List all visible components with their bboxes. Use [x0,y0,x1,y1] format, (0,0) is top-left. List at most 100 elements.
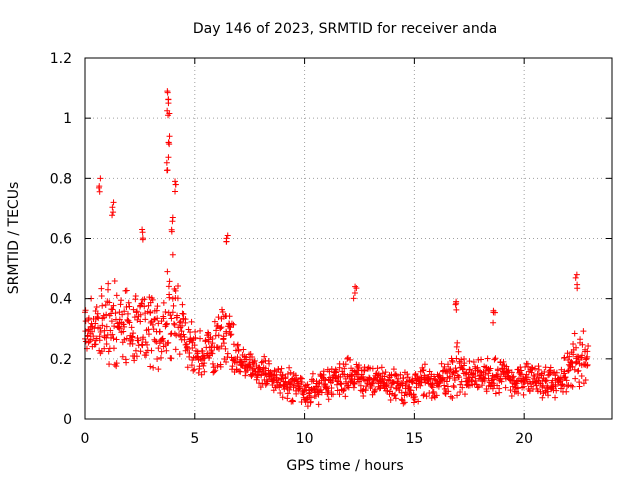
data-point [539,384,546,391]
data-point [286,364,293,371]
data-point [458,356,465,363]
data-point [563,388,570,395]
data-point [226,313,233,320]
data-point [191,342,198,349]
data-point [336,391,343,398]
data-point [361,367,368,374]
data-point [483,388,490,395]
data-point [154,315,161,322]
data-point [156,340,163,347]
data-point [200,362,207,369]
data-point [226,323,233,330]
data-point [168,226,175,233]
y-axis-label: SRMTID / TECUs [6,182,22,295]
axis-ticks: 0 0.2 0.4 0.6 0.8 1 1.2 0 5 10 15 20 [50,51,612,447]
data-point [570,351,577,358]
data-point [157,354,164,361]
data-point [492,355,499,362]
data-point [92,341,99,348]
data-point [218,343,225,350]
data-point [166,110,173,117]
data-point [99,322,106,329]
data-point [160,315,167,322]
data-point [137,318,144,325]
data-point [508,392,515,399]
data-point [214,362,221,369]
data-point [163,320,170,327]
y-tick-label: 1 [63,111,72,127]
data-point [108,318,115,325]
data-point [166,278,173,285]
data-point [508,369,515,376]
y-tick-label: 0 [63,412,72,428]
data-point [566,353,573,360]
data-point [109,331,116,338]
data-point [201,368,208,375]
data-point [251,357,258,364]
data-point [497,375,504,382]
data-point [172,346,179,353]
data-point [575,353,582,360]
data-point [197,327,204,334]
data-point [165,339,172,346]
data-point [462,370,469,377]
data-point [520,391,527,398]
data-point [429,390,436,397]
data-point [118,297,125,304]
data-point [379,370,386,377]
data-point [171,321,178,328]
data-point [584,361,591,368]
data-point [381,373,388,380]
data-point [139,226,146,233]
data-point [553,387,560,394]
data-point [292,372,299,379]
data-point [169,218,176,225]
data-point [581,361,588,368]
data-point [481,377,488,384]
data-point [445,361,452,368]
data-point [188,318,195,325]
data-point [132,292,139,299]
data-point [380,379,387,386]
data-point [449,357,456,364]
data-point [515,390,522,397]
data-point [223,238,230,245]
data-point [109,306,116,313]
data-point [454,339,461,346]
data-point [410,399,417,406]
data-point [535,363,542,370]
data-point [249,354,256,361]
data-point [204,332,211,339]
data-point [491,356,498,363]
data-point [284,390,291,397]
data-point [479,382,486,389]
data-point [583,355,590,362]
data-point [472,377,479,384]
data-point [275,377,282,384]
data-point [135,337,142,344]
data-point [169,295,176,302]
data-point [569,383,576,390]
data-point [510,373,517,380]
data-point [172,178,179,185]
data-point [139,236,146,243]
data-point [110,209,117,216]
data-point [262,381,269,388]
data-point [342,393,349,400]
data-point [298,375,305,382]
data-point [156,328,163,335]
data-point [196,365,203,372]
data-point [85,339,92,346]
data-point [352,283,359,290]
data-point [409,376,416,383]
data-point [410,391,417,398]
data-point [388,384,395,391]
data-point [159,335,166,342]
data-point [145,302,152,309]
data-point [341,365,348,372]
data-point [90,333,97,340]
data-point [251,359,258,366]
data-point [382,369,389,376]
data-point [126,319,133,326]
plot-frame [84,57,613,420]
